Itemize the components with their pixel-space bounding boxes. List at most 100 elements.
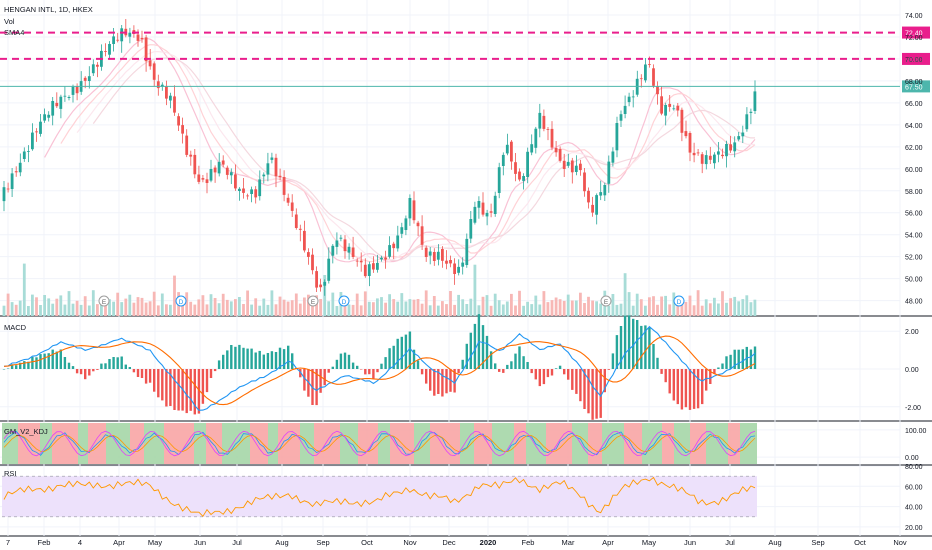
macd-histogram-bar [713,369,716,374]
volume-bar [128,294,132,316]
macd-histogram-bar [23,361,26,369]
volume-bar [700,305,704,316]
volume-bar [136,297,140,316]
volume-bar [721,291,724,316]
price-tick-label: 50.00 [905,277,923,284]
candle-body [542,115,546,129]
macd-histogram-bar [676,369,679,405]
macd-histogram-bar [108,359,111,369]
macd-histogram-bar [429,369,432,391]
macd-histogram-bar [461,359,464,369]
volume-bar [79,304,83,316]
event-marker[interactable] [338,295,350,307]
event-marker[interactable] [307,295,319,307]
volume-bar [749,302,753,316]
macd-histogram-bar [705,369,708,391]
macd-histogram-bar [400,336,403,369]
volume-bar [607,305,611,316]
macd-histogram-bar [343,352,347,369]
volume-bar [510,293,513,316]
event-marker[interactable] [600,295,612,307]
oscillator-zone [414,423,430,464]
candle-body [262,174,266,177]
macd-histogram-bar [356,365,359,369]
macd-histogram-bar [157,369,160,398]
candle-body [55,102,59,107]
price-tick-label: 64.00 [905,123,923,130]
oscillator-zone [40,423,52,464]
candle-body [242,188,245,193]
volume-bar [173,275,176,316]
macd-histogram-bar [595,369,598,419]
event-marker[interactable] [673,295,685,307]
macd-histogram-bar [148,369,152,383]
candle-body [554,148,558,153]
candle-body [331,245,335,256]
candle-body [197,174,201,182]
volume-bar [10,302,14,316]
candle-body [367,264,371,276]
event-marker-letter: E [311,299,316,306]
volume-bar [660,296,663,316]
volume-bar [152,291,156,316]
candle-body [148,60,152,67]
volume-bar [489,305,493,316]
volume-bar [181,306,184,316]
volume-bar [619,303,623,316]
candle-body [538,112,542,129]
volume-bar [473,264,477,316]
time-axis-label: Oct [361,538,374,547]
macd-histogram-bar [558,365,562,369]
event-marker[interactable] [98,295,110,307]
volume-bar [554,297,558,316]
candle-body [307,252,310,257]
macd-histogram-bar [327,369,330,373]
candle-body [193,154,197,175]
volume-bar [87,305,91,316]
macd-histogram-bar [213,369,217,372]
macd-histogram-bar [538,369,541,387]
level-price-tag [902,52,930,65]
event-marker-letter: D [677,299,682,306]
candle-body [315,271,318,288]
volume-bar [242,304,245,316]
volume-bar [213,298,217,316]
candle-body [363,264,367,277]
price-tick-label: 74.00 [905,13,923,20]
oscillator-zone [642,423,662,464]
candle-body [303,230,306,251]
volume-bar [221,293,225,316]
indicator-tick-label: 0.00 [905,367,919,374]
volume-bar [35,297,38,316]
candle-body [603,185,607,196]
volume-bar [611,294,615,316]
macd-histogram-bar [542,369,546,385]
macd-histogram-bar [583,369,586,409]
macd-histogram-bar [534,369,537,380]
macd-histogram-bar [323,369,326,386]
event-marker[interactable] [175,295,187,307]
volume-bar [67,291,71,316]
candle-body [696,152,700,154]
macd-histogram-bar [193,369,196,415]
candle-body [623,105,627,114]
volume-bar [18,300,22,316]
volume-bar [246,290,249,316]
volume-bar [672,292,676,316]
candle-body [599,192,603,196]
volume-bar [420,303,424,316]
time-axis-label: Aug [275,538,288,547]
candle-body [116,39,120,41]
macd-histogram-bar [258,350,261,369]
candle-body [31,132,34,150]
candle-body [489,211,493,213]
sma-line [44,37,756,263]
candle-body [59,96,63,109]
candle-body [294,214,298,228]
macd-histogram-bar [510,361,513,369]
oscillator-zone [514,423,526,464]
macd-histogram-bar [696,369,700,409]
candle-body [372,263,375,270]
volume-bar [684,301,688,316]
volume-bar [262,298,266,316]
